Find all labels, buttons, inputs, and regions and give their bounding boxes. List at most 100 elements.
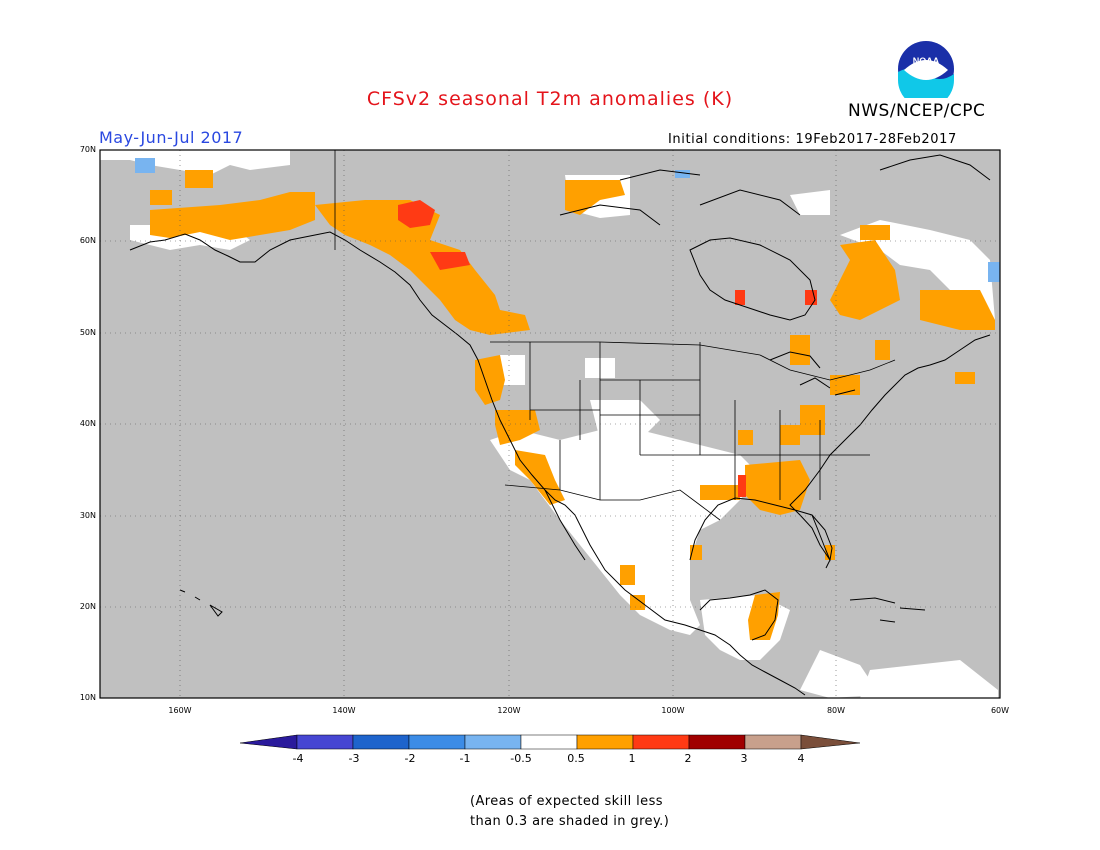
neutral-area — [100, 150, 290, 175]
colorbar-segment — [296, 734, 354, 750]
lon-label: 60W — [990, 706, 1010, 715]
political-borders — [334, 150, 896, 521]
colorbar-label: 0.5 — [567, 752, 585, 765]
colorbar-segment — [352, 734, 410, 750]
warm-anomaly-area — [738, 430, 753, 445]
colorbar-label: -3 — [348, 752, 360, 765]
map-frame — [99, 149, 1001, 699]
graticule — [100, 150, 1000, 698]
initial-conditions-label: Initial conditions: 19Feb2017-28Feb2017 — [668, 132, 957, 147]
warm-anomaly-area — [150, 192, 315, 240]
lon-label: 140W — [332, 706, 356, 715]
colorbar-segment — [688, 734, 746, 750]
us-canada-border — [490, 341, 896, 381]
colorbar-label: -4 — [292, 752, 304, 765]
logo-gull — [904, 60, 948, 80]
warm-anomaly-area — [475, 355, 505, 405]
lat-label: 20N — [79, 602, 96, 611]
colorbar-label: 1 — [628, 752, 636, 765]
warm-anomaly-area — [630, 595, 645, 610]
warm-anomaly-area — [830, 375, 860, 395]
lon-label: 120W — [497, 706, 521, 715]
lon-label: 100W — [661, 706, 685, 715]
atlantic-coast — [689, 334, 991, 562]
neutral-area — [840, 220, 995, 320]
strong-warm-anomaly-area — [805, 290, 817, 305]
baja-coast — [544, 489, 586, 561]
colorbar — [239, 734, 861, 750]
lat-label: 50N — [79, 328, 96, 337]
logo-text: NOAA — [913, 56, 940, 66]
strong-warm-anomaly-area — [398, 200, 435, 228]
lat-label: 40N — [79, 419, 96, 428]
colorbar-segment — [800, 734, 861, 750]
warm-anomaly-area — [875, 340, 890, 360]
hawaii — [179, 589, 223, 617]
warm-anomaly-area — [920, 290, 995, 330]
warm-anomaly-area — [185, 170, 213, 188]
warm-anomaly-area — [830, 240, 900, 320]
coastlines — [129, 154, 991, 696]
lat-label: 60N — [79, 236, 96, 245]
colorbar-label: 2 — [684, 752, 692, 765]
cool-anomaly-area — [988, 262, 1000, 282]
neutral-area — [590, 400, 660, 440]
caribbean-islands — [849, 597, 926, 623]
colorbar-segment — [408, 734, 466, 750]
cool-anomaly-area — [135, 158, 155, 173]
colorbar-segment — [239, 734, 298, 750]
skill-note-line: than 0.3 are shaded in grey.) — [470, 814, 670, 829]
colorbar-label: -0.5 — [510, 752, 532, 765]
org-label: NWS/NCEP/CPC — [848, 101, 986, 121]
state-borders — [529, 342, 870, 500]
noaa-logo: NOAA — [898, 41, 954, 98]
colorbar-segment — [744, 734, 802, 750]
warm-anomaly-area — [700, 485, 740, 500]
greenland-coast — [879, 154, 991, 181]
warm-anomaly-area — [495, 410, 540, 445]
anomaly-patches — [100, 150, 1000, 698]
warm-anomaly-area — [315, 200, 530, 335]
warm-anomaly-area — [860, 225, 890, 240]
hudson-bay — [689, 237, 816, 321]
warm-anomaly-area — [825, 545, 835, 560]
season-label: May-Jun-Jul 2017 — [99, 128, 244, 147]
lat-label: 10N — [79, 693, 96, 702]
chart-title: CFSv2 seasonal T2m anomalies (K) — [366, 88, 734, 110]
great-lakes — [769, 351, 856, 396]
warm-anomaly-area — [790, 335, 810, 365]
cool-anomaly-area — [675, 170, 690, 178]
skill-note-line: (Areas of expected skill less — [470, 794, 663, 809]
warm-anomaly-area — [800, 405, 825, 435]
colorbar-label: 3 — [740, 752, 748, 765]
warm-anomaly-area — [565, 180, 625, 215]
lon-label: 160W — [168, 706, 192, 715]
colorbar-segment — [520, 734, 578, 750]
warm-anomaly-area — [620, 565, 635, 585]
colorbar-segment — [464, 734, 522, 750]
warm-anomaly-area — [780, 425, 800, 445]
lat-label: 30N — [79, 511, 96, 520]
strong-warm-anomaly-area — [735, 290, 745, 305]
colorbar-segments — [239, 734, 861, 750]
lat-label: 70N — [79, 145, 96, 154]
neutral-area — [490, 430, 760, 635]
strong-warm-anomaly-area — [430, 252, 470, 270]
lon-label: 80W — [826, 706, 846, 715]
colorbar-segment — [576, 734, 634, 750]
warm-anomaly-area — [515, 450, 565, 505]
neutral-area — [790, 190, 830, 215]
colorbar-label: 4 — [797, 752, 805, 765]
neutral-area — [800, 650, 880, 698]
skill-note: (Areas of expected skill less than 0.3 a… — [470, 792, 669, 832]
colorbar-label: -2 — [404, 752, 416, 765]
strong-warm-anomaly-area — [738, 475, 746, 497]
yucatan-coast — [699, 589, 779, 641]
arctic-islands — [559, 169, 801, 226]
colorbar-segment — [632, 734, 690, 750]
warm-anomaly-area — [955, 372, 975, 384]
warm-anomaly-area — [748, 592, 780, 640]
colorbar-label: -1 — [459, 752, 471, 765]
neutral-area — [860, 660, 998, 698]
